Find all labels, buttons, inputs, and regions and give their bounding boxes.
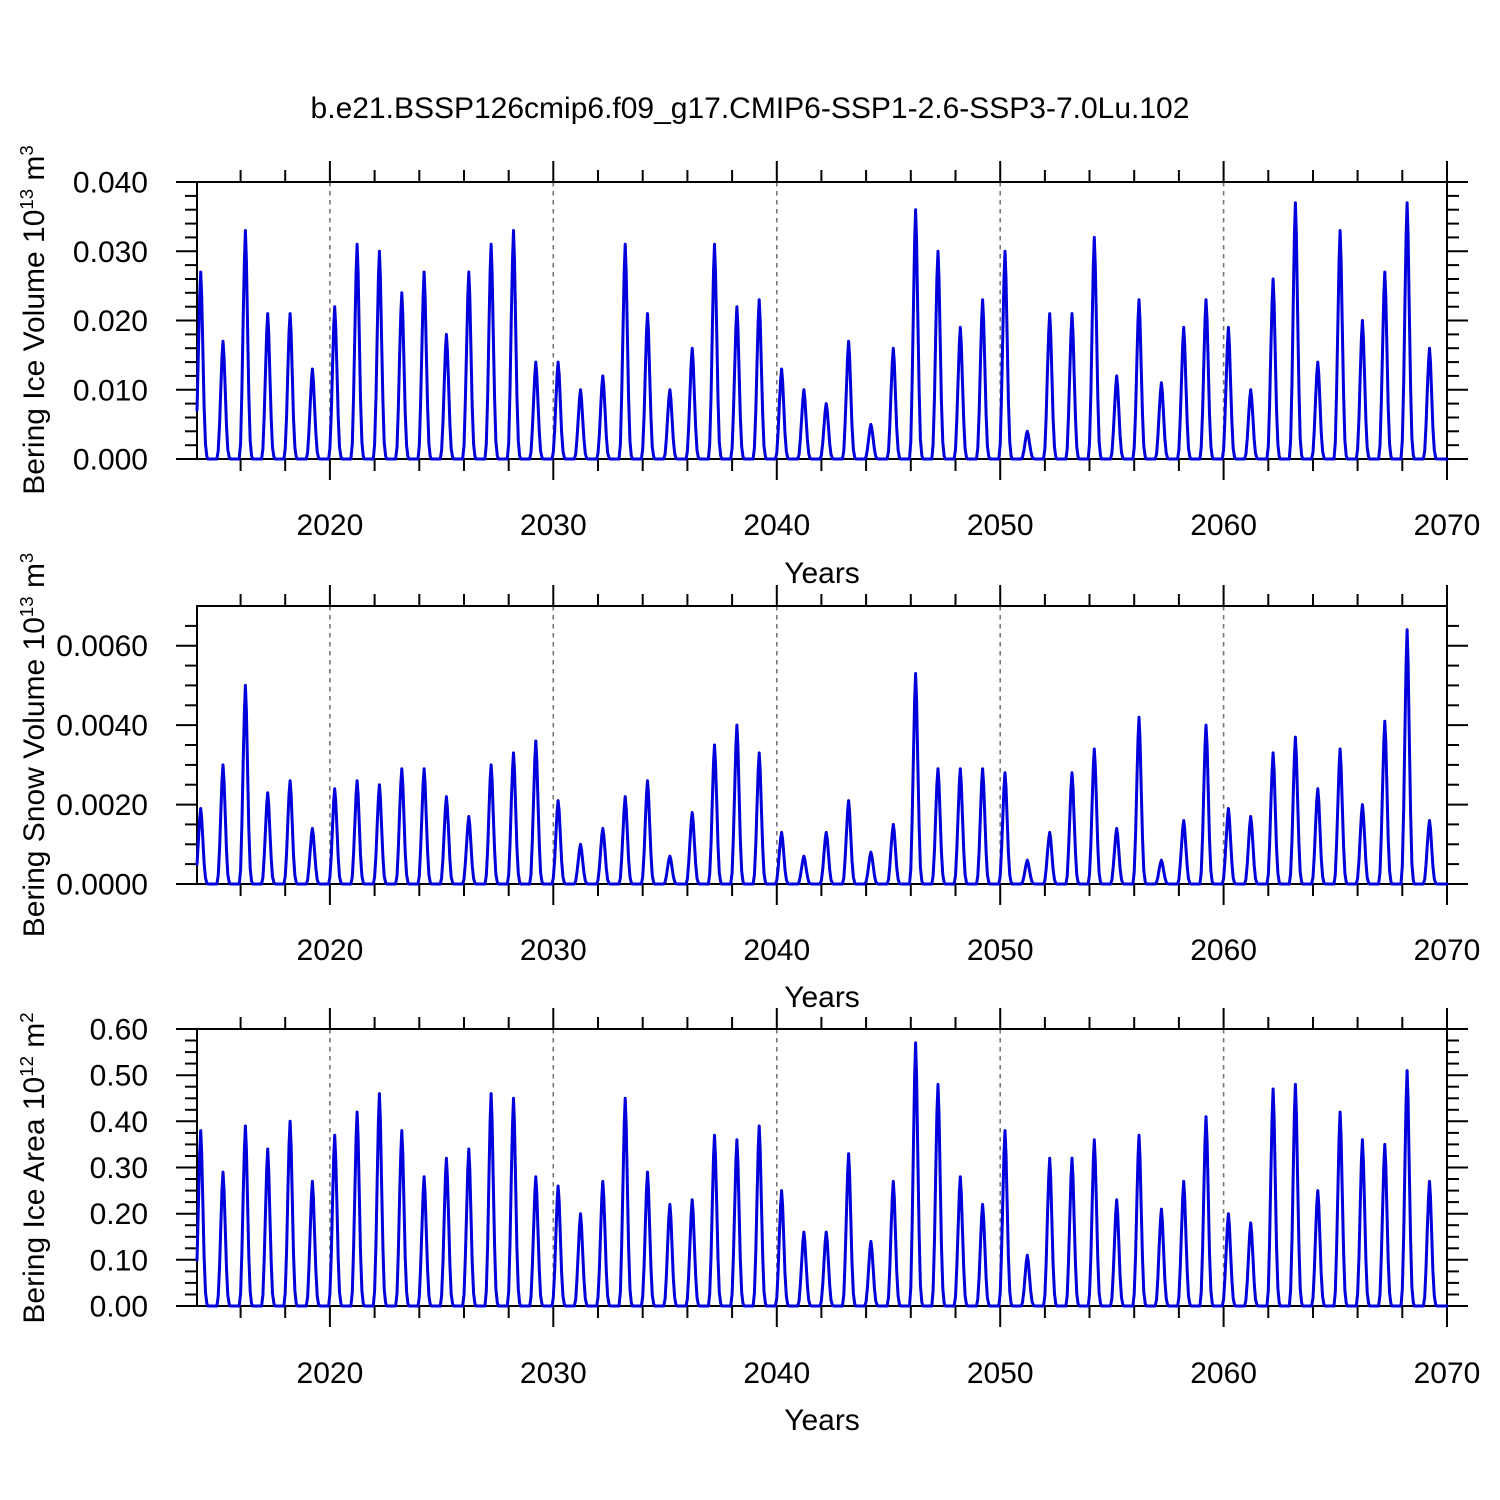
y-tick-label: 0.20 (90, 1198, 148, 1231)
y-tick-label: 0.50 (90, 1060, 148, 1093)
y-tick-label: 0.000 (73, 444, 148, 477)
x-axis-title: Years (784, 1404, 860, 1437)
x-tick-label: 2030 (520, 934, 587, 967)
x-tick-label: 2060 (1190, 509, 1257, 542)
y-tick-label: 0.010 (73, 374, 148, 407)
x-axis-title: Years (784, 557, 860, 590)
x-tick-label: 2040 (743, 509, 810, 542)
x-axis-title: Years (784, 981, 860, 1014)
y-tick-label: 0.020 (73, 305, 148, 338)
y-tick-label: 0.40 (90, 1106, 148, 1139)
y-tick-label: 0.30 (90, 1152, 148, 1185)
x-tick-label: 2040 (743, 934, 810, 967)
y-tick-label: 0.040 (73, 167, 148, 200)
x-tick-label: 2030 (520, 1357, 587, 1390)
panel-bering-ice-area: 2020 2030 2040 2050 2060 2070 0.00 0.10 0.20 0.30… (90, 1008, 1481, 1437)
panel-bering-ice-volume: 2020 2030 2040 2050 2060 2070 0.000 0.010 0.020 0… (73, 161, 1480, 590)
y-tick-label: 0.00 (90, 1291, 148, 1324)
x-tick-label: 2050 (967, 509, 1034, 542)
y-tick-label: 0.0020 (56, 789, 148, 822)
y-tick-label: 0.0060 (56, 630, 148, 663)
y-tick-label: 0.030 (73, 236, 148, 269)
x-tick-label: 2030 (520, 509, 587, 542)
y-tick-label: 0.0040 (56, 710, 148, 743)
figure-title: b.e21.BSSP126cmip6.f09_g17.CMIP6-SSP1-2.… (310, 92, 1190, 125)
data-series-line (195, 628, 1449, 886)
x-tick-label: 2020 (297, 934, 364, 967)
panel-bering-snow-volume: 2020 2030 2040 2050 2060 2070 0.0000 0.0020 0.00… (56, 585, 1480, 1014)
y-tick-label: 0.60 (90, 1014, 148, 1047)
x-tick-label: 2040 (743, 1357, 810, 1390)
x-tick-label: 2070 (1414, 1357, 1481, 1390)
x-tick-label: 2070 (1414, 934, 1481, 967)
data-series-line (195, 201, 1449, 461)
x-tick-label: 2050 (967, 1357, 1034, 1390)
data-series-line (195, 1041, 1449, 1308)
x-tick-label: 2060 (1190, 1357, 1257, 1390)
x-tick-label: 2060 (1190, 934, 1257, 967)
y-tick-label: 0.10 (90, 1244, 148, 1277)
x-tick-label: 2050 (967, 934, 1034, 967)
x-tick-label: 2020 (297, 1357, 364, 1390)
x-tick-label: 2020 (297, 509, 364, 542)
y-tick-label: 0.0000 (56, 869, 148, 902)
x-tick-label: 2070 (1414, 509, 1481, 542)
plot-frame (196, 605, 1448, 885)
